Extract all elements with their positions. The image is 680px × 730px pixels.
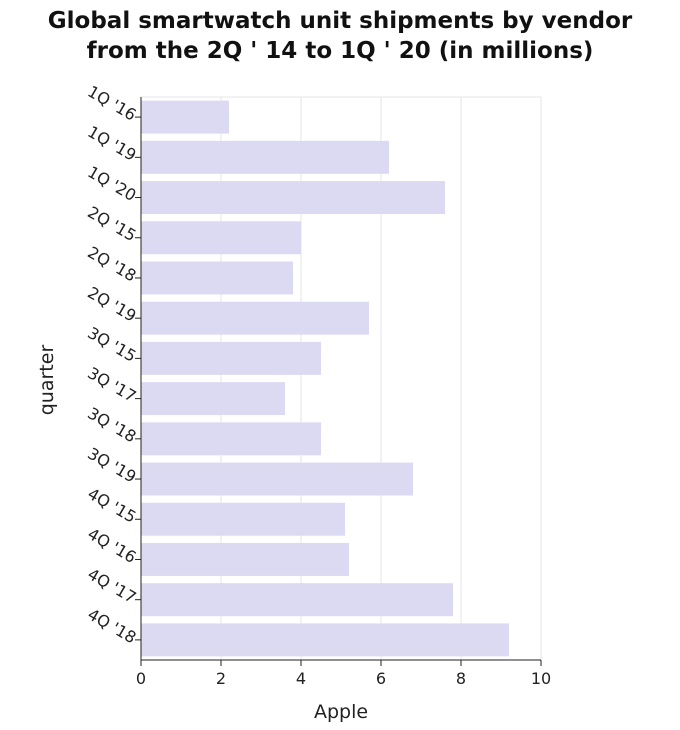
- y-tick-label: 4Q '16: [84, 524, 139, 567]
- y-tick-label: 2Q '19: [84, 283, 139, 326]
- x-tick-label: 4: [296, 669, 306, 688]
- x-axis-label: Apple: [314, 701, 368, 723]
- y-tick-label: 1Q '20: [84, 162, 139, 205]
- y-tick-label: 4Q '17: [84, 564, 139, 607]
- y-tick-label: 4Q '15: [84, 484, 139, 527]
- bar: [141, 583, 453, 617]
- bar: [141, 542, 349, 576]
- chart-title: Global smartwatch unit shipments by vend…: [0, 6, 680, 66]
- bar: [141, 261, 293, 295]
- x-axis-ticks: 0 2 4 6 8 10: [136, 660, 551, 688]
- bar: [141, 382, 285, 416]
- bar: [141, 462, 413, 496]
- y-tick-label: 3Q '19: [84, 444, 139, 487]
- y-tick-label: 3Q '17: [84, 363, 139, 406]
- bar: [141, 221, 301, 255]
- y-tick-label: 2Q '18: [84, 243, 139, 286]
- x-tick-label: 10: [531, 669, 551, 688]
- y-tick-label: 4Q '18: [84, 605, 139, 648]
- x-tick-label: 0: [136, 669, 146, 688]
- y-tick-label: 2Q '15: [84, 202, 139, 245]
- x-tick-label: 8: [456, 669, 466, 688]
- chart-title-line-1: Global smartwatch unit shipments by vend…: [47, 8, 633, 34]
- chart-title-line-2: from the 2Q ' 14 to 1Q ' 20 (in millions…: [86, 38, 594, 64]
- y-tick-label: 1Q '16: [84, 82, 139, 125]
- bar: [141, 301, 369, 335]
- bar: [141, 341, 321, 375]
- y-tick-label: 3Q '18: [84, 404, 139, 447]
- bar: [141, 181, 445, 215]
- y-tick-label: 3Q '15: [84, 323, 139, 366]
- y-axis-label: quarter: [36, 345, 58, 416]
- bars: [141, 100, 509, 657]
- x-tick-label: 6: [376, 669, 386, 688]
- bar: [141, 422, 321, 456]
- bar: [141, 502, 345, 536]
- bar: [141, 100, 229, 134]
- x-tick-label: 2: [216, 669, 226, 688]
- bar: [141, 140, 389, 174]
- bar: [141, 623, 509, 657]
- y-tick-label: 1Q '19: [84, 122, 139, 165]
